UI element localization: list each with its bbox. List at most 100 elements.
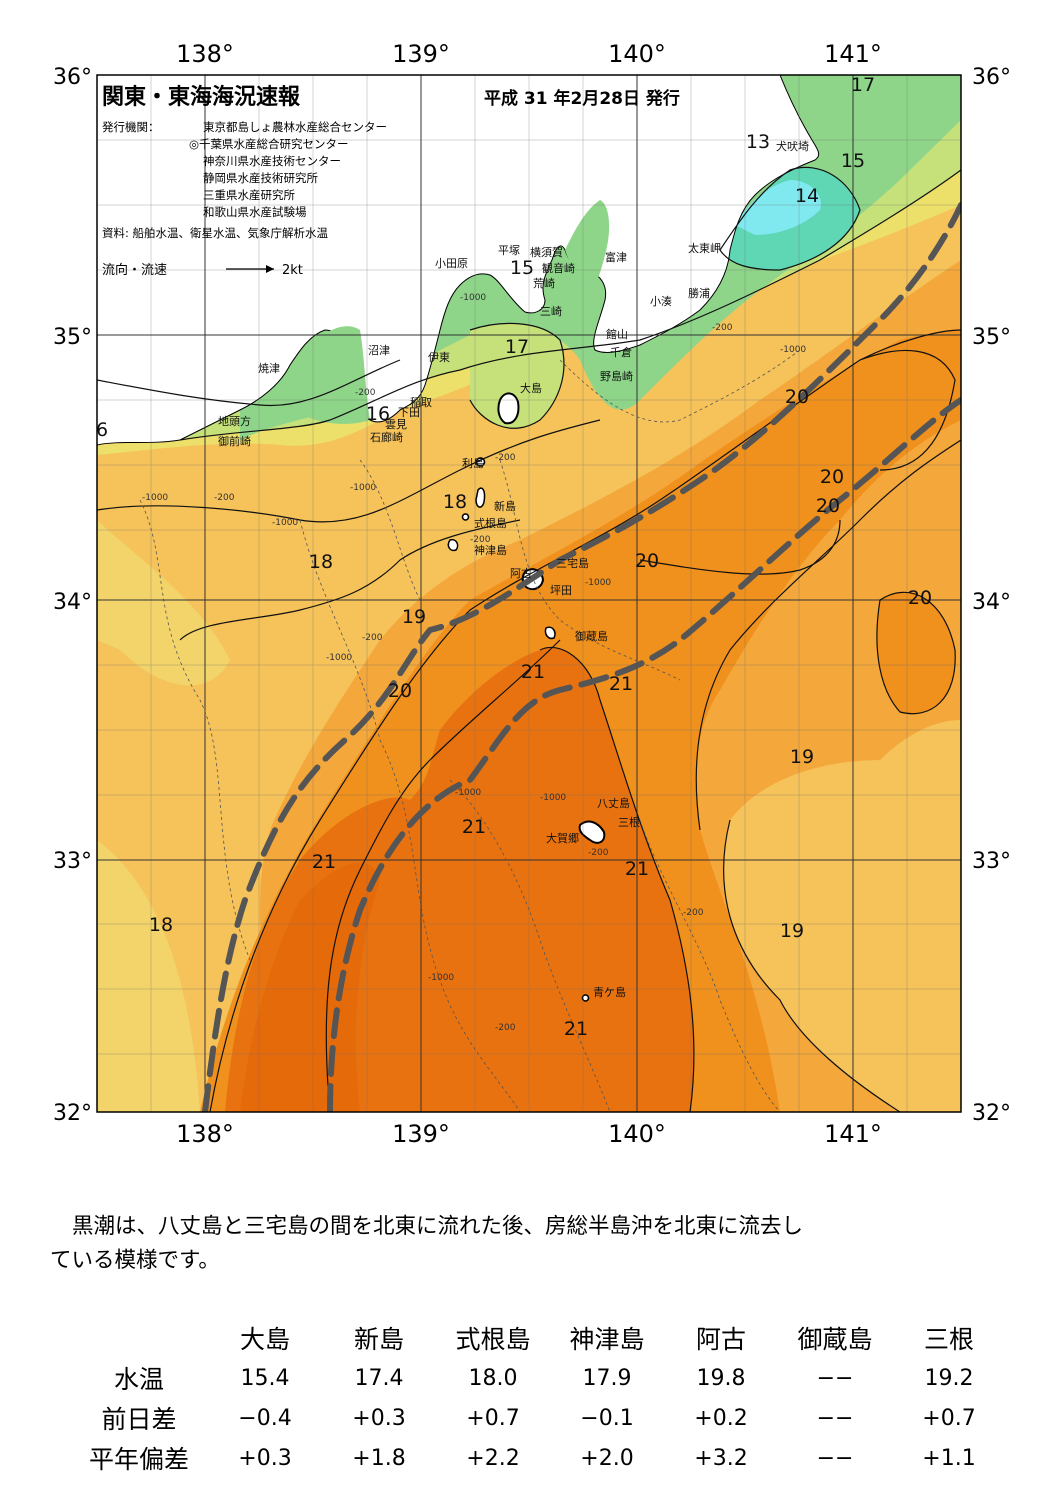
table-cell: +2.0 <box>580 1445 634 1471</box>
temp-label: 18 <box>149 914 173 936</box>
table-cell: +1.1 <box>922 1445 976 1471</box>
lat-label: 36° <box>972 65 1011 90</box>
temp-label: 21 <box>462 816 486 838</box>
table-cell: +3.2 <box>694 1445 748 1471</box>
lat-label: 32° <box>972 1101 1011 1126</box>
table-cell: 19.8 <box>696 1365 746 1391</box>
depth-contours <box>139 349 801 1112</box>
island-oshima <box>497 392 520 425</box>
depth-label: -200 <box>712 323 733 333</box>
place-label: 沼津 <box>368 343 390 357</box>
issuer-1: ◎千葉県水産総合研究センター <box>189 137 349 151</box>
longitude-labels-top: 138° 139° 140° 141° <box>176 40 882 68</box>
summary-line-1: 黒潮は、八丈島と三宅島の間を北東に流れた後、房総半島沖を北東に流去し <box>72 1214 804 1239</box>
map-title: 関東・東海海況速報 <box>102 84 301 110</box>
temp-label: 19 <box>780 920 804 942</box>
place-label: 神津島 <box>474 543 507 557</box>
temp-label: 21 <box>564 1018 588 1040</box>
table-cell: +1.8 <box>352 1445 406 1471</box>
place-label: 大島 <box>520 381 542 395</box>
isotherms <box>97 166 961 1112</box>
table-cell: 17.4 <box>354 1365 404 1391</box>
place-label: 地頭方 <box>218 414 251 428</box>
station-temperature-table: 大島 新島 式根島 神津島 阿古 御蔵島 三根 水温 15.4 17.4 18.… <box>70 1318 1030 1478</box>
depth-label: -200 <box>362 633 383 643</box>
lat-label: 32° <box>53 1101 92 1126</box>
lon-label: 141° <box>824 1120 882 1148</box>
depth-label: -200 <box>470 535 491 545</box>
station-header: 大島 <box>239 1325 290 1354</box>
place-label: 千倉 <box>610 345 632 359</box>
table-cell: 15.4 <box>240 1365 290 1391</box>
lat-label: 34° <box>972 590 1011 615</box>
depth-label: -1000 <box>272 518 298 528</box>
zone-21-core <box>240 862 380 1112</box>
place-label: 三崎 <box>540 304 562 318</box>
table-header-row: 大島 新島 式根島 神津島 阿古 御蔵島 三根 <box>70 1318 1030 1358</box>
issuer-label: 発行機関： <box>102 120 160 134</box>
temp-label: 18 <box>443 491 467 513</box>
row-label: 平年偏差 <box>88 1445 189 1474</box>
station-header: 三根 <box>923 1325 974 1354</box>
row-label: 水温 <box>113 1365 164 1394</box>
zone-17-west2 <box>97 520 230 686</box>
place-label: 石廊崎 <box>370 430 403 444</box>
kuroshio-south-axis <box>327 397 961 1112</box>
temp-label: 6 <box>96 419 108 441</box>
depth-label: -200 <box>495 1023 516 1033</box>
place-label: 犬吠埼 <box>776 139 809 153</box>
station-header: 新島 <box>353 1325 404 1354</box>
issuer-4: 三重県水産研究所 <box>203 188 295 202</box>
place-label: 荒崎 <box>533 276 555 290</box>
table-row: 水温 15.4 17.4 18.0 17.9 19.8 −− 19.2 <box>70 1358 1030 1398</box>
lat-label: 33° <box>972 849 1011 874</box>
temperature-labels: 17 13 15 14 15 17 16 18 18 19 20 20 20 2… <box>96 74 932 942</box>
place-label: 御前崎 <box>218 434 251 448</box>
temp-label: 20 <box>388 680 412 702</box>
table-cell: +0.7 <box>922 1405 976 1431</box>
island-niijima <box>475 487 486 508</box>
place-label: 阿古 <box>510 567 532 580</box>
temp-label: 21 <box>312 851 336 873</box>
flow-label: 流向・流速 <box>102 262 167 278</box>
depth-label: -200 <box>495 453 516 463</box>
place-label: 三根 <box>618 815 640 829</box>
lat-label: 34° <box>53 590 92 615</box>
depth-label: -200 <box>214 493 235 503</box>
temp-label: 21 <box>521 661 545 683</box>
sea-temperature-map: 138° 139° 140° 141° 138° 139° 140° 141° … <box>53 40 1011 1148</box>
place-label: 焼津 <box>258 362 280 375</box>
issuer-5: 和歌山県水産試験場 <box>203 205 307 219</box>
place-label: 雲見 <box>385 418 407 431</box>
place-label: 御蔵島 <box>575 629 608 643</box>
table-cell: +0.7 <box>466 1405 520 1431</box>
table-row: 平年偏差 +0.3 +1.8 +2.2 +2.0 +3.2 −− +1.1 <box>70 1438 1030 1478</box>
island-hachijojima <box>578 820 606 844</box>
place-label: 勝浦 <box>688 286 710 300</box>
place-label: 小湊 <box>650 294 672 308</box>
row-label: 前日差 <box>101 1405 177 1434</box>
depth-label: -200 <box>683 908 704 918</box>
temp-label: 19 <box>790 746 814 768</box>
table-cell: −− <box>816 1405 854 1431</box>
table-cell: +0.3 <box>352 1405 406 1431</box>
zone-13 <box>735 180 821 235</box>
island-mikurajima <box>544 626 556 640</box>
temp-label: 17 <box>505 336 529 358</box>
depth-label: -1000 <box>142 493 168 503</box>
table-cell: +0.3 <box>238 1445 292 1471</box>
issuer-0: 東京都島しょ農林水産総合センター <box>203 120 387 134</box>
lat-label: 35° <box>972 325 1011 350</box>
temp-label: 16 <box>366 403 390 425</box>
depth-label: -1000 <box>540 793 566 803</box>
place-label: 八丈島 <box>597 796 630 810</box>
place-label: 青ケ島 <box>593 985 626 999</box>
zone-17-bay <box>470 323 564 429</box>
lon-label: 139° <box>392 1120 450 1148</box>
publish-date: 平成 31 年2月28日 発行 <box>484 88 680 109</box>
flow-arrow-head <box>266 265 274 273</box>
island-shikinejima <box>461 513 470 521</box>
kuroshio-axis <box>202 202 961 1112</box>
suruga-bay <box>280 326 370 424</box>
lon-label: 141° <box>824 40 882 68</box>
